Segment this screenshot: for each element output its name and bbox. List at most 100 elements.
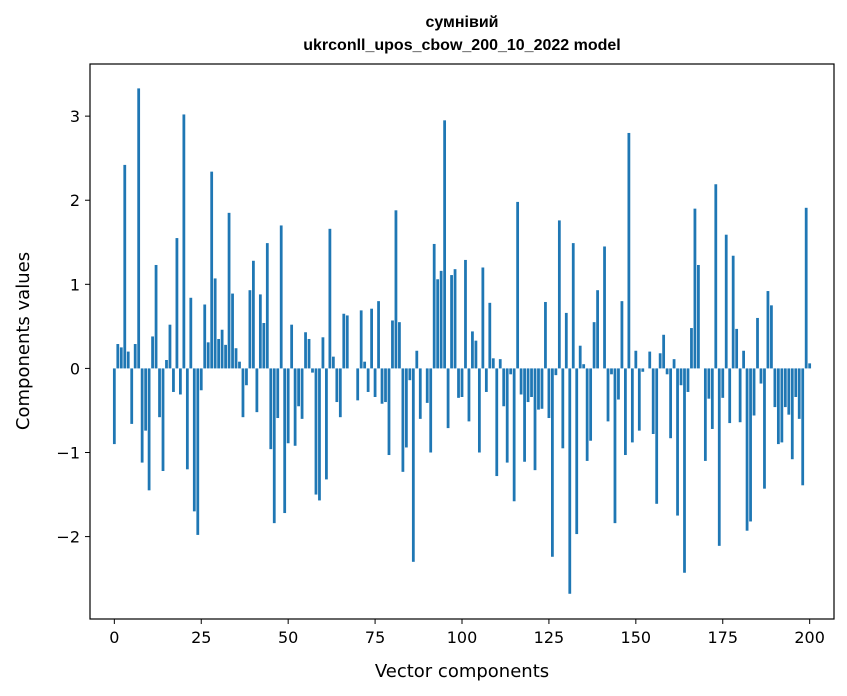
bar bbox=[387, 368, 391, 456]
bar bbox=[144, 368, 148, 431]
bar bbox=[749, 368, 752, 522]
bar bbox=[380, 368, 384, 404]
bar bbox=[630, 368, 634, 443]
bar bbox=[234, 348, 238, 369]
bar bbox=[318, 368, 321, 501]
x-tick-label: 25 bbox=[191, 628, 211, 647]
bar bbox=[443, 120, 447, 369]
y-axis-ticks: −2 −1 0 1 2 3 bbox=[56, 107, 90, 547]
x-tick-label: 0 bbox=[109, 628, 119, 647]
bar bbox=[526, 368, 530, 403]
y-tick-label: 2 bbox=[70, 191, 80, 210]
bar bbox=[533, 368, 537, 471]
bar bbox=[172, 368, 175, 392]
bar bbox=[728, 368, 732, 424]
bar bbox=[394, 210, 398, 369]
bar bbox=[624, 368, 627, 456]
bar bbox=[321, 337, 325, 369]
bar bbox=[272, 368, 276, 524]
bar bbox=[307, 338, 311, 369]
bar bbox=[512, 368, 516, 502]
y-tick-label: 1 bbox=[70, 275, 80, 294]
bar bbox=[683, 368, 686, 573]
bar bbox=[568, 368, 572, 594]
bar bbox=[662, 334, 666, 369]
bar bbox=[203, 304, 207, 369]
bar bbox=[801, 368, 805, 486]
bar bbox=[717, 368, 721, 546]
bar bbox=[418, 368, 422, 419]
bar bbox=[564, 312, 568, 369]
bar bbox=[290, 324, 294, 369]
bar bbox=[651, 368, 655, 434]
bar bbox=[477, 368, 481, 453]
bar bbox=[738, 368, 742, 423]
bar bbox=[342, 313, 346, 369]
bar bbox=[498, 359, 502, 369]
bar bbox=[474, 340, 478, 369]
bar bbox=[154, 264, 158, 369]
bar bbox=[248, 290, 252, 369]
bar bbox=[613, 368, 617, 524]
bar bbox=[415, 350, 419, 369]
bar bbox=[724, 234, 728, 369]
bar bbox=[279, 225, 283, 369]
bar bbox=[610, 368, 613, 375]
bar bbox=[617, 368, 620, 400]
bar bbox=[217, 338, 221, 369]
bar bbox=[804, 207, 808, 369]
bar bbox=[158, 368, 161, 418]
bar bbox=[766, 291, 770, 369]
bar bbox=[408, 368, 412, 381]
x-tick-label: 200 bbox=[794, 628, 825, 647]
bar bbox=[794, 368, 798, 397]
bar bbox=[432, 243, 436, 369]
bar bbox=[457, 368, 460, 398]
bar bbox=[439, 270, 443, 369]
bar bbox=[770, 305, 773, 369]
bar bbox=[265, 243, 269, 369]
bar bbox=[373, 368, 377, 397]
bar bbox=[690, 328, 693, 369]
bar bbox=[540, 368, 544, 409]
bar bbox=[331, 356, 335, 369]
bar bbox=[391, 320, 394, 369]
y-axis-label: Components values bbox=[13, 252, 34, 430]
bar bbox=[384, 368, 387, 403]
bar bbox=[116, 344, 120, 369]
bar bbox=[377, 301, 380, 369]
bar bbox=[745, 368, 749, 531]
bar bbox=[325, 368, 328, 480]
x-tick-label: 125 bbox=[534, 628, 565, 647]
bar bbox=[596, 290, 599, 369]
bar bbox=[648, 351, 652, 369]
bar bbox=[123, 164, 127, 369]
bar bbox=[269, 368, 273, 450]
bar bbox=[311, 368, 314, 373]
x-tick-label: 75 bbox=[365, 628, 385, 647]
bar bbox=[151, 336, 154, 369]
bar bbox=[224, 344, 227, 369]
bar bbox=[112, 368, 116, 445]
bar bbox=[168, 324, 172, 369]
bar bbox=[231, 293, 234, 369]
bar bbox=[655, 368, 659, 504]
bar bbox=[338, 368, 342, 418]
bar bbox=[637, 368, 641, 431]
bar bbox=[773, 368, 777, 408]
bar bbox=[182, 114, 186, 369]
bar bbox=[175, 238, 179, 369]
bar bbox=[787, 368, 791, 415]
bar bbox=[627, 132, 631, 369]
bar bbox=[641, 368, 645, 372]
bar bbox=[582, 364, 586, 369]
bar bbox=[179, 368, 182, 395]
bar bbox=[575, 368, 579, 535]
bar bbox=[227, 212, 231, 369]
bar bbox=[467, 368, 471, 422]
bar bbox=[742, 350, 745, 369]
y-tick-label: 0 bbox=[70, 359, 80, 378]
bar bbox=[471, 331, 474, 369]
bar bbox=[283, 368, 287, 514]
bar bbox=[220, 329, 224, 369]
